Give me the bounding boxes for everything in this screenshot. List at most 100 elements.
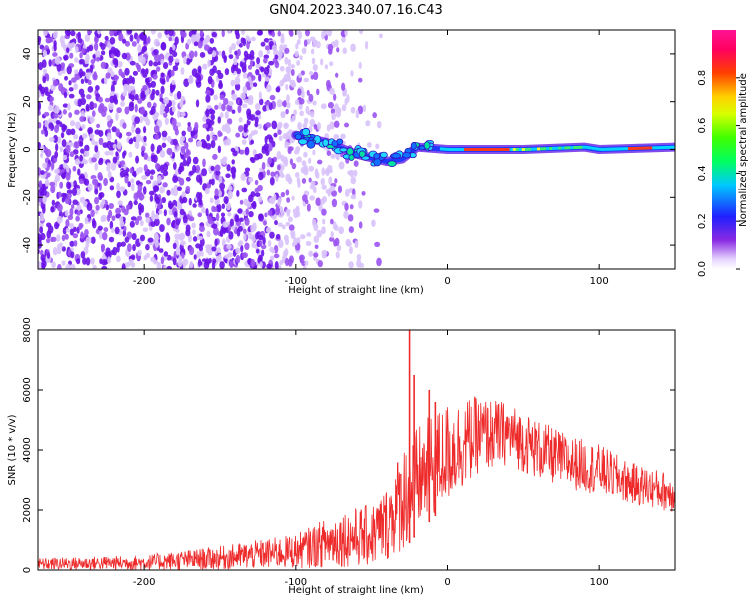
spectrogram-speckle <box>322 218 326 225</box>
spectrogram-speckle <box>137 44 142 53</box>
spectrogram-speckle <box>138 207 142 216</box>
spectrogram-speckle <box>61 234 66 242</box>
spectrogram-speckle <box>68 80 72 86</box>
spectrogram-speckle <box>54 221 60 230</box>
spectrogram-speckle <box>239 199 244 205</box>
spectrogram-speckle <box>176 186 182 191</box>
spectrogram-speckle <box>133 200 138 206</box>
spectrogram-speckle <box>62 109 67 115</box>
spectrogram-speckle <box>187 125 192 133</box>
spectrogram-speckle <box>374 241 381 248</box>
spectrogram-speckle <box>166 189 171 196</box>
signal-track-core <box>515 148 519 151</box>
spectrogram-speckle <box>214 104 219 111</box>
spectrogram-speckle <box>310 48 315 55</box>
spectrogram-speckle <box>135 155 140 164</box>
spectrogram-speckle <box>312 218 317 228</box>
spectrogram-speckle <box>128 151 133 158</box>
spectrogram-speckle <box>53 105 60 114</box>
signal-track-core <box>603 147 607 151</box>
signal-track-core <box>634 146 638 150</box>
spectrogram-speckle <box>44 178 50 187</box>
spectrogram-speckle <box>293 109 297 116</box>
spectrogram-speckle <box>108 236 115 243</box>
spectrogram-speckle <box>145 217 151 224</box>
spectrogram-speckle <box>165 234 171 243</box>
spectrogram-speckle <box>161 130 168 138</box>
spectrogram-speckle <box>85 236 92 244</box>
spectrogram-speckle <box>248 210 254 218</box>
spectrogram-speckle <box>41 129 45 135</box>
spectrogram-speckle <box>80 97 87 106</box>
spectrogram-speckle <box>201 168 208 177</box>
spectrogram-speckle <box>227 104 233 112</box>
spectrogram-speckle <box>315 197 321 207</box>
spectrogram-speckle <box>346 94 350 103</box>
spectrogram-speckle <box>182 215 188 224</box>
spectrogram-speckle <box>306 203 311 212</box>
spectrogram-speckle <box>239 98 243 106</box>
spectrogram-speckle <box>280 208 285 218</box>
spectrogram-speckle <box>261 249 265 257</box>
spectrogram-speckle <box>143 164 148 172</box>
spectrogram-speckle <box>167 135 172 143</box>
signal-track-core <box>606 147 610 151</box>
spectrogram-speckle <box>214 188 219 197</box>
spectrogram-speckle <box>42 49 48 57</box>
spectrogram-speckle <box>84 229 89 236</box>
signal-track-core <box>667 145 671 149</box>
spectrogram-speckle <box>217 130 222 137</box>
spectrogram-speckle <box>254 192 261 197</box>
spectrogram-speckle <box>237 105 242 114</box>
spectrogram-speckle <box>76 210 81 216</box>
spectrogram-speckle <box>106 162 111 169</box>
spectrogram-speckle <box>59 181 64 189</box>
spectrogram-speckle <box>297 88 302 96</box>
chart-title: GN04.2023.340.07.16.C43 <box>269 3 443 18</box>
spectrogram-speckle <box>336 47 340 53</box>
spectrogram-speckle <box>124 106 130 115</box>
spectrogram-speckle <box>210 165 215 172</box>
spectrogram-speckle <box>195 174 202 183</box>
spectrogram-speckle <box>41 257 46 263</box>
spectrogram-speckle <box>171 118 177 127</box>
spectrogram-speckle <box>250 258 256 268</box>
spectrogram-speckle <box>173 162 177 171</box>
spectrogram-speckle <box>44 119 50 128</box>
spectrogram-speckle <box>365 120 371 127</box>
spectrogram-speckle <box>250 139 255 145</box>
spectrogram-speckle <box>156 204 161 210</box>
spectrogram-speckle <box>235 214 240 223</box>
spectrogram-speckle <box>296 156 302 163</box>
colorbar-tick-label: 0.8 <box>697 70 708 86</box>
spectrogram-speckle <box>226 164 231 172</box>
spectrogram-speckle <box>212 153 218 160</box>
signal-track-core <box>467 148 471 151</box>
spectrogram-speckle <box>72 149 79 155</box>
spectrogram-speckle <box>68 141 74 147</box>
spectrogram-speckle <box>148 190 155 196</box>
spectrogram-speckle <box>109 220 114 230</box>
spectrogram-speckle <box>201 206 206 214</box>
spectrogram-speckle <box>227 224 232 232</box>
spectrogram-speckle <box>192 203 197 208</box>
spectrogram-speckle <box>371 219 376 227</box>
signal-track-core <box>445 147 450 151</box>
spectrogram-speckle <box>212 65 217 74</box>
spectrogram-speckle <box>355 109 360 119</box>
spectrogram-speckle <box>286 94 290 103</box>
spectrogram-speckle <box>217 254 222 263</box>
signal-track-core <box>594 147 598 151</box>
spectrogram-speckle <box>300 166 307 174</box>
spectrogram-speckle <box>227 252 234 258</box>
spectrogram-speckle <box>233 57 238 66</box>
spectrogram-speckle <box>337 185 343 194</box>
spectrogram-speckle <box>268 197 273 204</box>
spectrogram-speckle <box>186 38 192 45</box>
signal-track-core <box>561 146 565 150</box>
spectrogram-speckle <box>78 178 84 185</box>
spectrogram-speckle <box>62 103 69 108</box>
spectrogram-speckle <box>290 230 296 236</box>
spectrogram-speckle <box>217 190 222 198</box>
spectrogram-speckle <box>333 239 338 247</box>
